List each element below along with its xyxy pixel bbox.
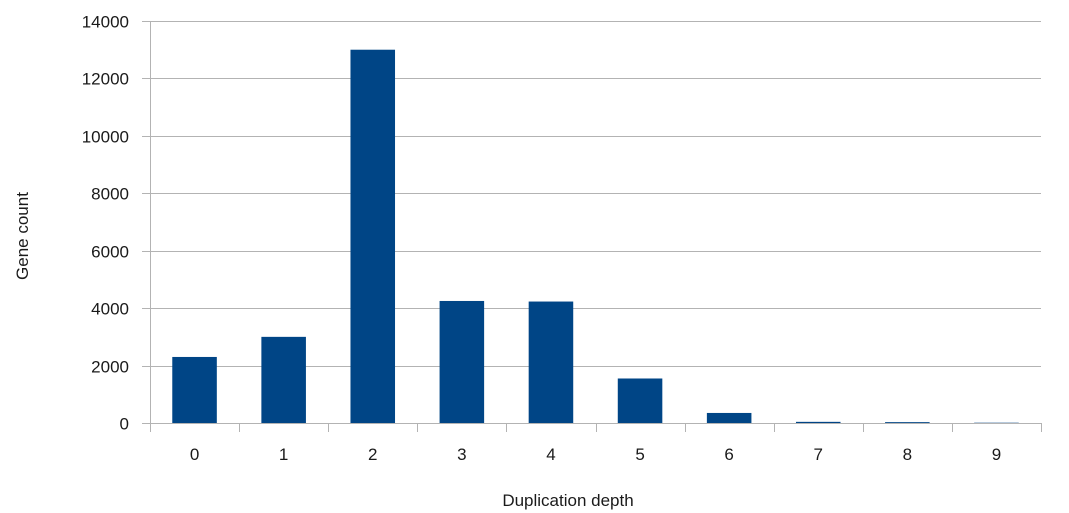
y-tick-label: 14000 <box>82 13 129 32</box>
bar <box>350 49 396 423</box>
x-tick-label: 5 <box>635 445 644 464</box>
y-tick-label: 8000 <box>91 185 129 204</box>
bar <box>706 412 752 423</box>
x-tick-label: 6 <box>724 445 733 464</box>
x-tick-label: 1 <box>279 445 288 464</box>
x-tick-label: 4 <box>546 445 555 464</box>
x-tick-label: 3 <box>457 445 466 464</box>
x-tick-label: 7 <box>814 445 823 464</box>
x-axis-title: Duplication depth <box>502 491 633 510</box>
bar <box>172 356 217 423</box>
bar <box>795 421 841 423</box>
bar <box>261 336 306 423</box>
y-axis-title: Gene count <box>13 192 32 280</box>
y-tick-labels: 0 2000 4000 6000 8000 10000 12000 14000 <box>82 13 129 434</box>
y-tick-label: 2000 <box>91 358 129 377</box>
y-tick-label: 10000 <box>82 128 129 147</box>
x-tick-label: 9 <box>992 445 1001 464</box>
x-tick-label: 2 <box>368 445 377 464</box>
bars <box>172 49 1019 424</box>
y-tick-label: 6000 <box>91 243 129 262</box>
bar <box>885 422 930 423</box>
y-tick-label: 12000 <box>82 70 129 89</box>
x-tick-labels: 0 1 2 3 4 5 6 7 8 9 <box>190 445 1001 464</box>
x-tick-label: 0 <box>190 445 199 464</box>
bar <box>617 378 663 423</box>
bar <box>439 300 485 423</box>
axes <box>142 21 1042 432</box>
y-tick-label: 0 <box>120 415 129 434</box>
y-tick-label: 4000 <box>91 300 129 319</box>
x-tick-label: 8 <box>903 445 912 464</box>
bar <box>528 301 574 423</box>
bar <box>974 422 1019 424</box>
